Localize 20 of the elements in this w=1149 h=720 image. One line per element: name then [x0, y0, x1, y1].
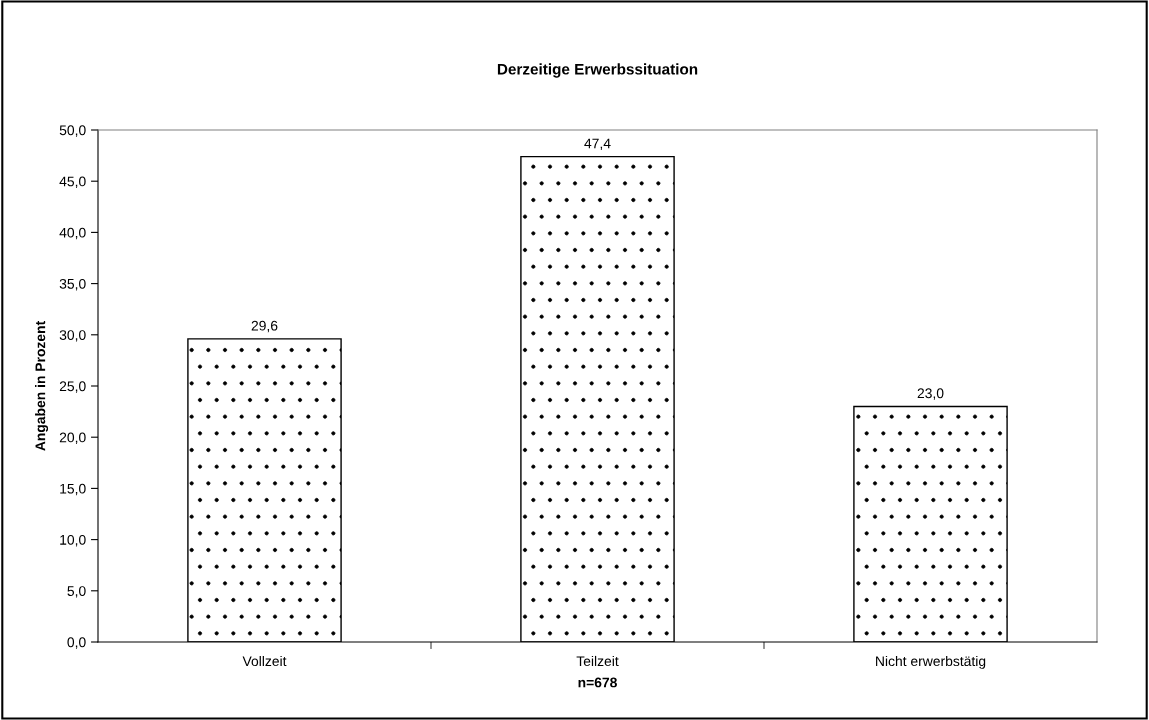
- x-tick-label: Teilzeit: [576, 655, 619, 667]
- y-tick-label: 40,0: [59, 227, 86, 240]
- y-tick-label: 30,0: [59, 330, 86, 342]
- y-tick-label: 35,0: [59, 278, 86, 291]
- y-tick-label: 15,0: [60, 483, 86, 496]
- y-tick-label: 10,0: [60, 534, 86, 547]
- data-label: 47,4: [584, 138, 611, 150]
- y-axis-title: Angaben in Prozent: [35, 320, 49, 451]
- x-tick-label: Nicht erwerbstätig: [876, 655, 986, 669]
- y-tick-label: 45,0: [59, 176, 86, 189]
- y-tick-label: 50,0: [59, 125, 86, 137]
- y-tick-label: 20,0: [59, 432, 86, 445]
- x-tick-label: Vollzeit: [242, 655, 287, 667]
- y-tick-label: 25,0: [59, 381, 86, 393]
- data-label: 23,0: [917, 388, 944, 400]
- y-tick-label: 0,0: [67, 637, 86, 649]
- x-axis-title: n=678: [578, 677, 617, 688]
- data-label: 29,6: [251, 320, 278, 333]
- chart-title: Derzeitige Erwerbssituation: [497, 63, 698, 78]
- y-tick-label: 5,0: [67, 586, 86, 598]
